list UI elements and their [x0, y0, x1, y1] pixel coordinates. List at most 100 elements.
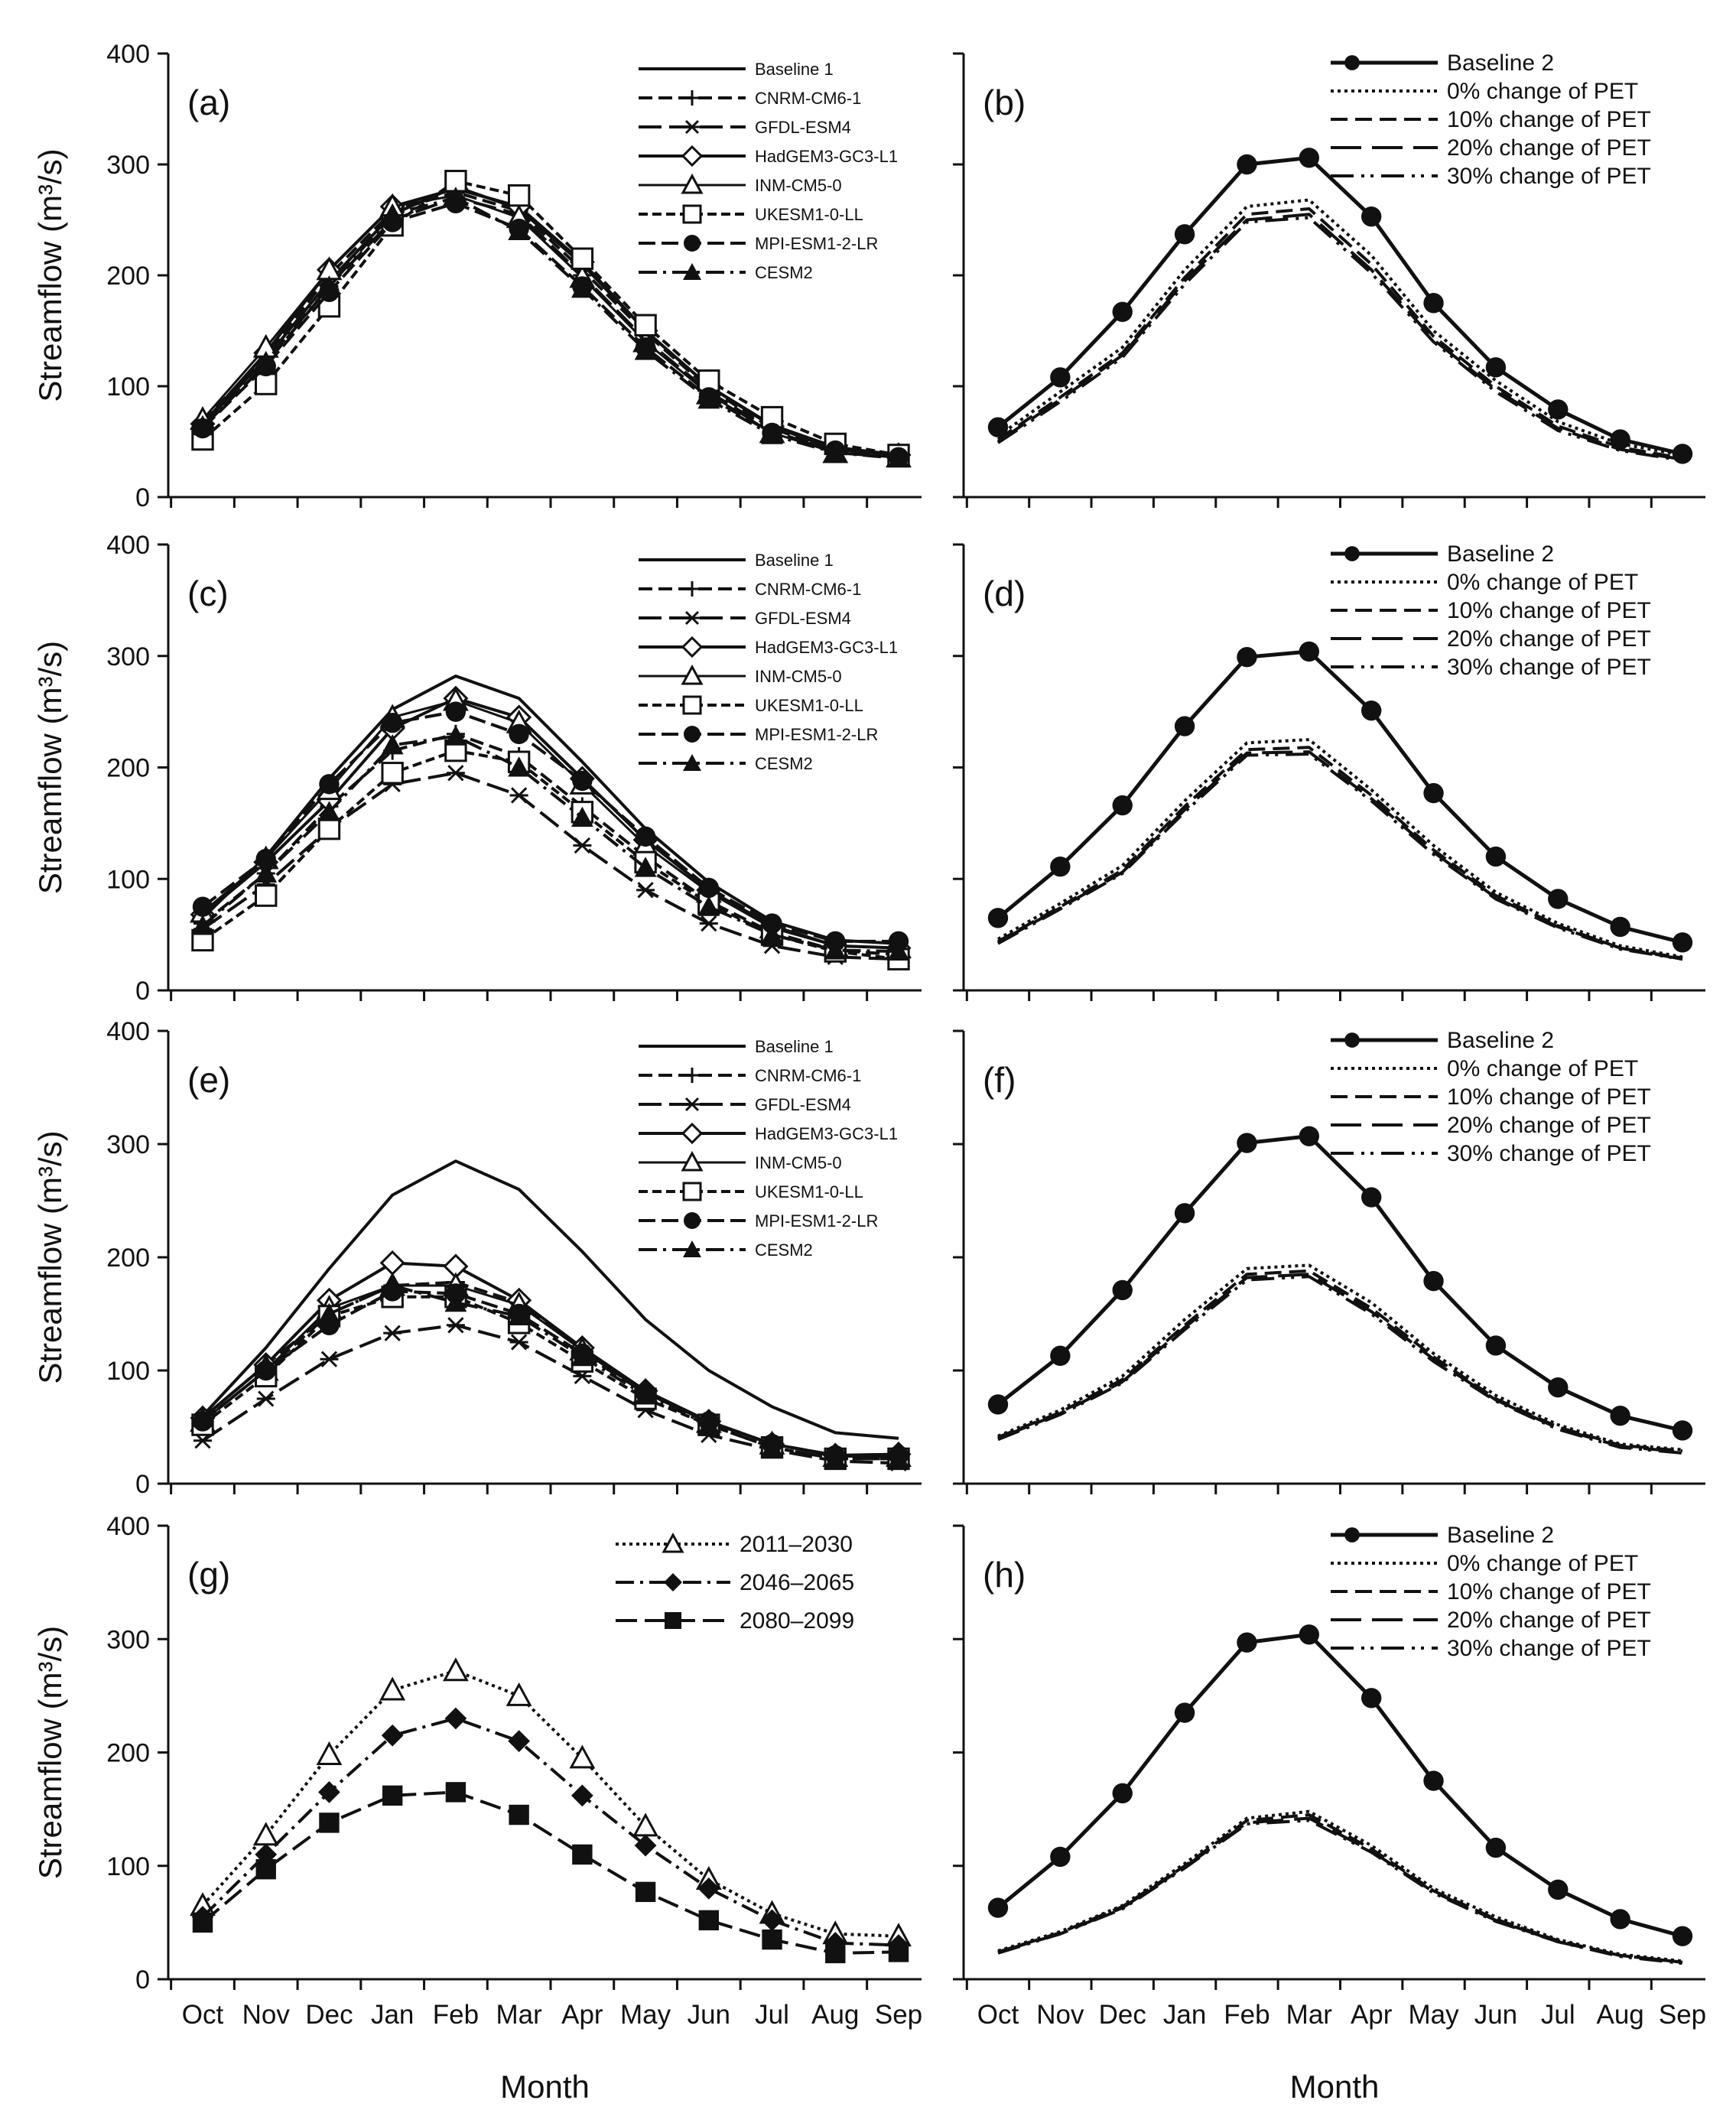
data-point: [1174, 716, 1195, 736]
x-axis-label: Month: [500, 2069, 590, 2105]
data-point: [507, 184, 531, 207]
legend-item: 20% change of PET: [1331, 1113, 1651, 1138]
series-line: [997, 1269, 1683, 1453]
data-point: [635, 826, 656, 847]
y-tick-label: 400: [106, 1017, 150, 1046]
data-point: [444, 1291, 467, 1312]
data-point: [255, 1354, 278, 1374]
data-point: [381, 733, 404, 755]
data-point: [761, 923, 783, 944]
series-20-change-of-pet: [997, 1273, 1683, 1454]
legend: Baseline 2 0% change of PET 10% change of …: [1331, 1028, 1651, 1166]
legend-label: HadGEM3-GC3-L1: [755, 147, 898, 166]
month-label: Jun: [1474, 2000, 1517, 2030]
data-point: [509, 1804, 529, 1826]
y-tick-label: 400: [106, 1512, 150, 1541]
series-20-change-of-pet: [996, 213, 1683, 461]
series-0-change-of-pet: [997, 1263, 1683, 1452]
legend-item: 0% change of PET: [1331, 79, 1638, 104]
data-point: [379, 1676, 406, 1701]
legend-item: Baseline 1: [639, 1037, 834, 1056]
data-point: [319, 774, 340, 795]
data-point: [446, 1317, 465, 1334]
month-label: Sep: [875, 2000, 922, 2030]
legend-item: CNRM-CM6-1: [639, 1066, 861, 1085]
panel-d: (d) Baseline 2 0% change of PET 10% change …: [953, 541, 1705, 1001]
legend-marker: [681, 664, 704, 685]
series-baseline-2: [987, 641, 1693, 953]
data-point: [762, 1929, 782, 1950]
panel-a: 0 100 200 300 400 Streamflow (m³/s) (a) Baselin…: [32, 40, 922, 512]
legend-label: Baseline 1: [755, 1037, 834, 1056]
data-point: [1485, 1837, 1507, 1858]
month-label: Sep: [1659, 2000, 1706, 2030]
legend: Baseline 2 0% change of PET 10% change of …: [1331, 1523, 1651, 1661]
data-point: [1423, 1270, 1444, 1292]
data-point: [571, 247, 594, 270]
data-point: [1610, 1909, 1630, 1930]
series-line: [201, 1790, 899, 1955]
data-point: [1174, 1702, 1195, 1723]
series-line: [996, 207, 1683, 460]
data-point: [887, 940, 910, 961]
legend-item: UKESM1-0-LL: [639, 695, 863, 715]
series-line: [997, 1819, 1683, 1965]
legend-marker: [1344, 546, 1360, 561]
legend-label: 20% change of PET: [1447, 626, 1651, 652]
data-point: [1548, 1879, 1569, 1900]
legend-label: Baseline 1: [755, 60, 834, 79]
data-point: [1485, 357, 1507, 378]
data-point: [699, 915, 718, 932]
x-axis-label: Month: [1290, 2069, 1380, 2105]
data-point: [761, 1909, 783, 1932]
data-point: [697, 896, 720, 916]
data-point: [634, 340, 657, 360]
legend-item: CESM2: [639, 1240, 813, 1260]
data-point: [572, 1844, 593, 1865]
series-10-change-of-pet: [997, 746, 1683, 960]
data-point: [192, 1912, 213, 1933]
legend-item: MPI-ESM1-2-LR: [639, 725, 878, 744]
data-point: [1237, 1632, 1257, 1653]
data-point: [444, 1707, 467, 1730]
data-point: [255, 1858, 276, 1880]
series-line: [996, 213, 1683, 461]
data-point: [1548, 889, 1569, 909]
data-point: [761, 1436, 783, 1457]
series-0-change-of-pet: [997, 738, 1683, 959]
legend: Baseline 1 CNRM-CM6-1 GFDL-ESM4 HadGEM3-GC3…: [639, 60, 898, 282]
legend-item: UKESM1-0-LL: [639, 204, 863, 224]
legend-item: GFDL-ESM4: [639, 118, 851, 137]
series-line: [201, 734, 899, 953]
legend-item: 20% change of PET: [1331, 135, 1651, 161]
month-label: Jan: [371, 2000, 414, 2030]
legend-item: CNRM-CM6-1: [639, 580, 861, 599]
data-point: [1548, 399, 1569, 420]
series-2046-2065: [191, 1707, 910, 1956]
month-label: Jul: [755, 2000, 789, 2030]
legend-label: 10% change of PET: [1447, 598, 1651, 623]
series-mpi-esm1-2-lr: [192, 1281, 909, 1466]
data-point: [887, 1448, 910, 1468]
legend-label: 30% change of PET: [1447, 1141, 1651, 1166]
data-point: [317, 817, 341, 840]
data-point: [1050, 857, 1071, 877]
legend-label: INM-CM5-0: [755, 176, 842, 195]
legend-label: UKESM1-0-LL: [755, 696, 863, 715]
y-tick-label: 400: [106, 531, 150, 560]
series-line: [996, 155, 1683, 456]
legend-item: 30% change of PET: [1331, 1141, 1651, 1166]
data-point: [1361, 700, 1382, 721]
legend-item: 10% change of PET: [1331, 1084, 1651, 1110]
y-axis-label: Streamflow (m³/s): [32, 148, 68, 402]
data-point: [698, 877, 720, 899]
series-line: [201, 1289, 899, 1457]
data-point: [824, 939, 847, 960]
series-30-change-of-pet: [997, 753, 1683, 961]
data-point: [381, 1724, 404, 1747]
legend-marker: [1344, 1032, 1360, 1048]
panel-g: 0 100 200 300 400 Oct Nov Dec Jan Feb Mar Apr May Jun…: [32, 1512, 922, 2105]
series-line: [997, 738, 1683, 959]
data-point: [1112, 1279, 1133, 1301]
data-point: [762, 913, 782, 934]
